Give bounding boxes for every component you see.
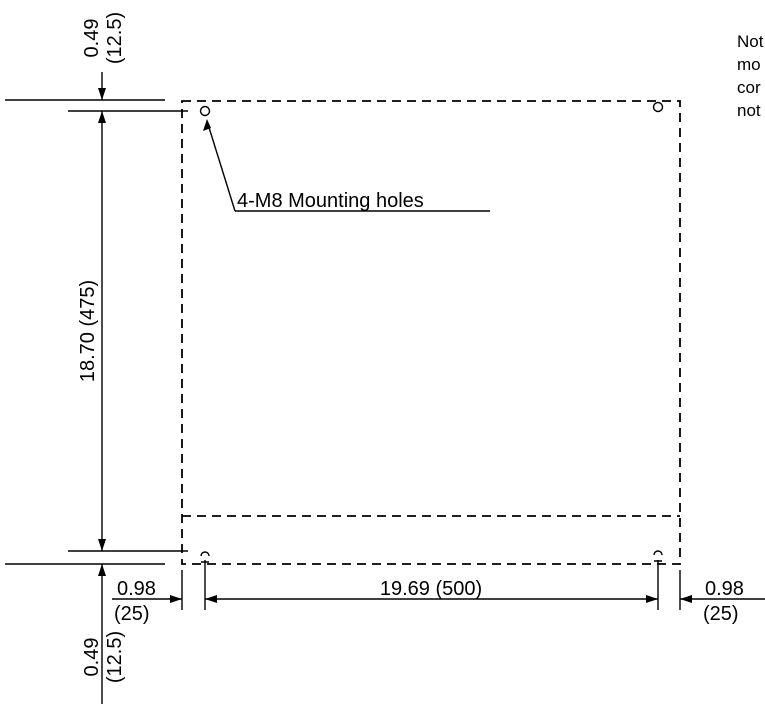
right-offset-inch-text: 0.98: [705, 578, 744, 600]
note-line-1: Not: [737, 32, 764, 51]
hole-spacing-arrow-right: [646, 595, 658, 603]
mounting-hole-top-left: [199, 105, 211, 117]
left-offset-mm-text: (25): [114, 603, 150, 625]
bottom-offset-inch-text: 0.49: [81, 638, 103, 677]
enclosure-outline: [181, 100, 681, 565]
mounting-hole-bottom-right: [653, 550, 663, 562]
hole-spacing-text: 19.69 (500): [380, 578, 482, 600]
mounting-holes-label: 4-M8 Mounting holes: [237, 190, 424, 212]
top-offset-arrow: [98, 88, 106, 100]
bottom-offset-mm-text: (12.5): [104, 631, 126, 683]
right-offset-arrow: [680, 595, 692, 603]
mounting-holes-leader: [206, 120, 236, 212]
note-line-3: cor: [737, 78, 761, 97]
note-line-4: not: [737, 101, 761, 120]
bottom-offset-arrow: [98, 564, 106, 576]
left-offset-inch-text: 0.98: [117, 578, 156, 600]
top-offset-mm-text: (12.5): [104, 12, 126, 64]
height-arrow-bottom: [98, 539, 106, 551]
height-arrow-top: [98, 111, 106, 123]
top-offset-inch-text: 0.49: [81, 19, 103, 58]
note-line-2: mo: [737, 55, 761, 74]
height-dimension-text: 18.70 (475): [77, 280, 99, 382]
hole-spacing-arrow-left: [205, 595, 217, 603]
mounting-holes-leader-arrow: [203, 119, 211, 131]
left-offset-arrow: [170, 595, 182, 603]
right-offset-mm-text: (25): [703, 603, 739, 625]
mounting-hole-top-right: [652, 101, 664, 113]
